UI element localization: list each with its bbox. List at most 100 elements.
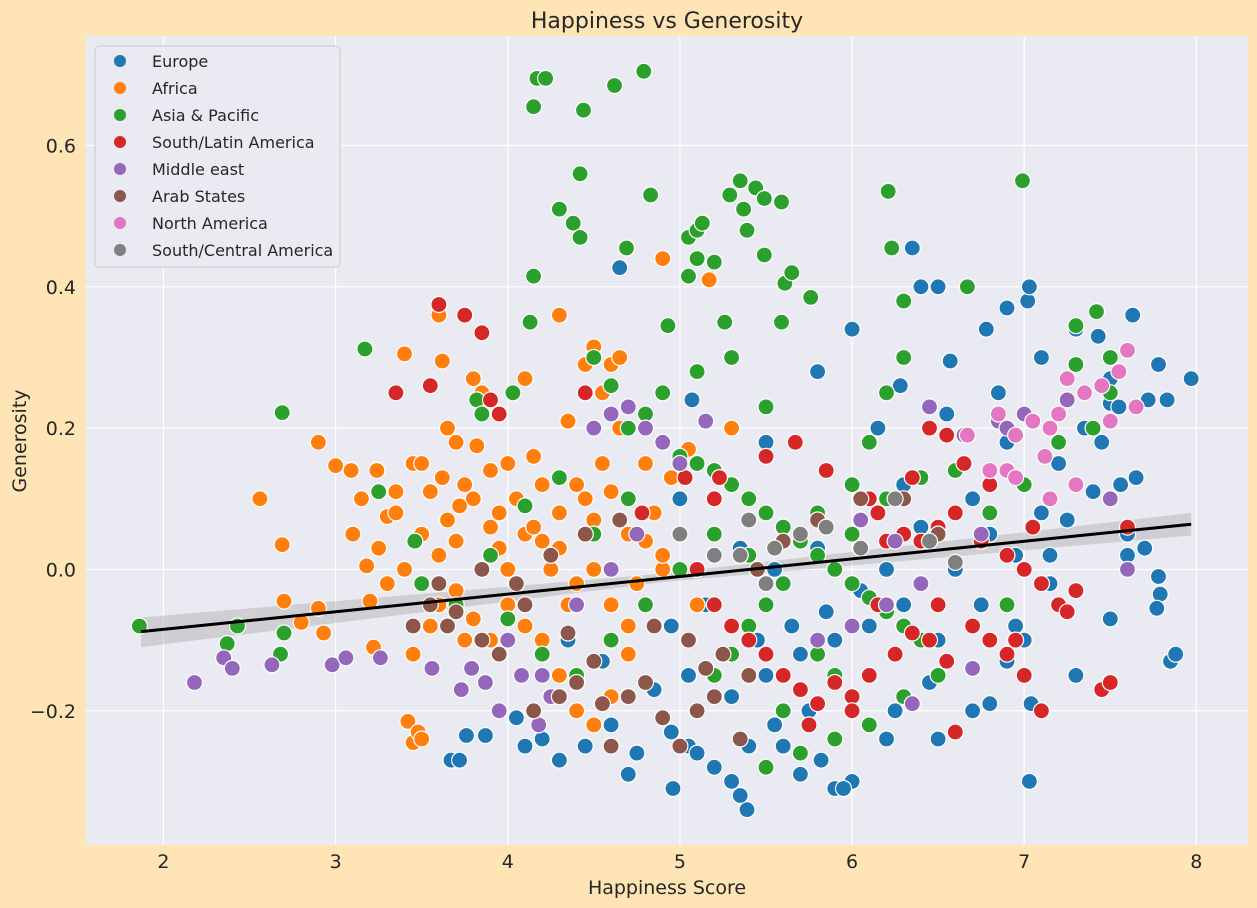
data-point xyxy=(740,490,758,508)
data-point xyxy=(1101,610,1119,628)
data-point xyxy=(757,666,775,685)
data-point xyxy=(516,370,534,388)
data-point xyxy=(912,278,930,296)
data-point xyxy=(1032,574,1051,593)
data-point xyxy=(671,490,689,508)
data-point xyxy=(273,536,291,554)
data-point xyxy=(456,476,474,494)
data-point xyxy=(731,786,749,805)
data-point xyxy=(843,617,861,635)
data-point xyxy=(476,673,494,692)
data-point xyxy=(499,610,517,628)
data-point xyxy=(843,476,861,494)
data-point xyxy=(468,437,486,455)
legend-label-6: North America xyxy=(152,214,268,233)
data-point xyxy=(585,652,603,670)
legend-marker-5 xyxy=(114,190,126,202)
data-point xyxy=(705,687,723,706)
data-point xyxy=(1032,702,1051,720)
data-point xyxy=(567,476,586,494)
data-point xyxy=(1111,476,1130,494)
data-point xyxy=(636,673,655,692)
data-point xyxy=(251,490,269,508)
data-point xyxy=(981,476,999,494)
legend: Europe Africa Asia & Pacific South/Latin Am… xyxy=(94,45,341,268)
data-point xyxy=(977,320,995,338)
data-point xyxy=(834,779,853,798)
data-point xyxy=(636,454,655,473)
data-point xyxy=(218,634,236,653)
data-point xyxy=(731,546,749,564)
data-point xyxy=(989,405,1008,423)
data-point xyxy=(679,666,698,685)
data-point xyxy=(641,186,660,204)
data-point xyxy=(671,525,689,543)
y-tick-label-3: 0.4 xyxy=(46,277,76,299)
data-point xyxy=(550,666,569,685)
data-point xyxy=(808,631,827,649)
data-point xyxy=(585,716,603,734)
data-point xyxy=(476,726,494,745)
data-point xyxy=(352,490,370,508)
data-point xyxy=(567,702,586,720)
data-point xyxy=(654,709,672,727)
data-point xyxy=(1118,560,1137,579)
data-point xyxy=(774,702,792,720)
data-point xyxy=(912,574,930,593)
data-point xyxy=(550,751,569,769)
data-point xyxy=(791,765,810,783)
regression-line-group xyxy=(140,522,1192,634)
data-point xyxy=(275,624,293,642)
data-point xyxy=(533,666,551,685)
data-point xyxy=(765,716,784,734)
data-point xyxy=(423,659,441,678)
data-point xyxy=(1049,433,1068,451)
data-point xyxy=(791,525,810,543)
data-point xyxy=(378,574,396,593)
data-point xyxy=(877,730,896,748)
data-point xyxy=(671,737,689,755)
data-point xyxy=(490,405,508,423)
data-point xyxy=(1019,292,1037,310)
x-tick-label-3: 5 xyxy=(674,851,686,873)
data-point xyxy=(421,483,439,501)
data-point xyxy=(1036,447,1054,465)
data-point xyxy=(1167,645,1185,663)
data-point xyxy=(571,165,589,183)
data-point xyxy=(783,617,801,635)
data-point xyxy=(611,348,629,367)
data-point xyxy=(688,454,706,473)
data-point xyxy=(981,695,999,713)
data-point xyxy=(452,680,470,699)
data-point xyxy=(826,673,844,692)
data-point xyxy=(955,454,973,473)
data-point xyxy=(327,457,345,475)
data-point xyxy=(395,560,414,579)
data-point xyxy=(757,645,775,663)
data-point xyxy=(1020,278,1039,296)
data-point xyxy=(395,345,414,363)
data-point xyxy=(473,324,491,342)
data-point xyxy=(524,267,543,285)
data-point xyxy=(946,504,964,522)
data-point xyxy=(791,680,810,699)
data-point xyxy=(869,419,887,437)
x-tick-label-6: 8 xyxy=(1190,851,1202,873)
data-point xyxy=(524,447,543,465)
data-point xyxy=(958,426,977,444)
data-point xyxy=(1015,560,1033,579)
data-point xyxy=(929,596,947,614)
data-point xyxy=(499,560,517,579)
data-point xyxy=(891,377,909,395)
data-point xyxy=(817,518,835,536)
data-point xyxy=(370,483,388,501)
data-point xyxy=(481,391,500,409)
data-point xyxy=(368,461,386,480)
data-point xyxy=(860,716,878,734)
data-point xyxy=(371,649,389,667)
data-point xyxy=(521,313,539,331)
data-point xyxy=(1089,327,1107,345)
data-point xyxy=(1032,504,1051,522)
legend-marker-0 xyxy=(114,55,126,67)
data-point xyxy=(524,98,543,116)
